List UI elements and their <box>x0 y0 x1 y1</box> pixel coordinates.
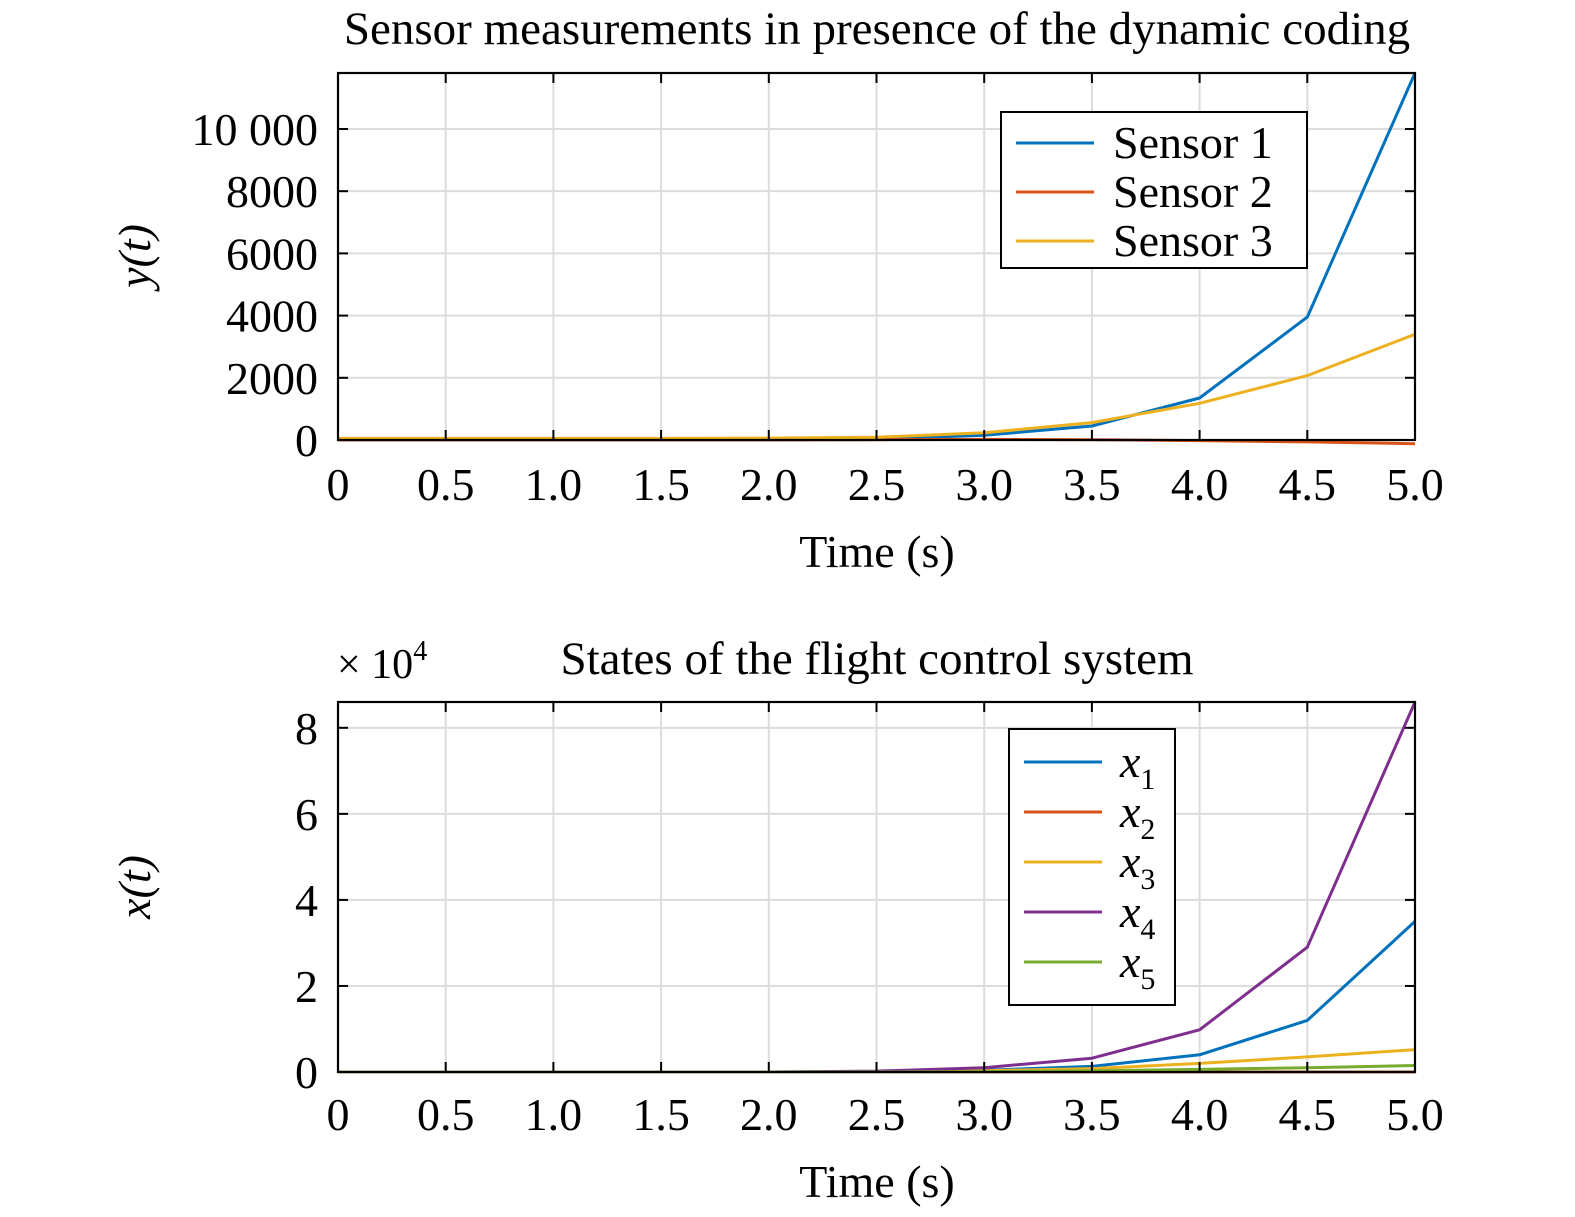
tick-marks <box>337 702 1416 1073</box>
x-tick-label: 5.0 <box>1386 459 1444 510</box>
legend-frame <box>1008 728 1176 1006</box>
legend-label: x1 <box>1119 736 1155 796</box>
x-tick-label: 3.5 <box>1063 1089 1121 1140</box>
y-tick-labels: 0 2000 4000 6000 8000 10 000 <box>192 104 319 466</box>
x-tick-label: 4.0 <box>1171 1089 1229 1140</box>
x-axis-label: Time (s) <box>799 1156 955 1207</box>
x-tick-label: 2.0 <box>740 459 798 510</box>
y-multiplier: × 104 <box>337 636 427 688</box>
y-axis-label: x(t) <box>109 855 160 920</box>
legend-label: x4 <box>1119 886 1155 946</box>
x-tick-label: 5.0 <box>1386 1089 1444 1140</box>
y-axis-label: y(t) <box>109 224 160 292</box>
x-tick-label: 1.5 <box>632 1089 690 1140</box>
chart-sensor-measurements: Sensor measurements in presence of the d… <box>109 3 1444 577</box>
chart-flight-states: States of the flight control system × 10… <box>109 633 1444 1207</box>
y-tick-label: 8000 <box>226 166 318 217</box>
x-tick-label: 0.5 <box>417 1089 475 1140</box>
legend-label: x5 <box>1119 936 1155 996</box>
legend-label: Sensor 1 <box>1113 117 1273 168</box>
svg-text:x(t): x(t) <box>109 855 160 920</box>
x-tick-labels: 0 0.5 1.0 1.5 2.0 2.5 3.0 3.5 4.0 4.5 5.0 <box>327 459 1444 510</box>
x-tick-label: 2.5 <box>848 459 906 510</box>
y-tick-label: 2 <box>295 961 318 1012</box>
legend-label: Sensor 2 <box>1113 166 1273 217</box>
x-tick-label: 4.5 <box>1279 1089 1337 1140</box>
grid-lines <box>338 702 1415 1072</box>
legend-label: x2 <box>1119 786 1155 846</box>
x-tick-label: 1.5 <box>632 459 690 510</box>
x-tick-label: 2.0 <box>740 1089 798 1140</box>
x-tick-label: 0.5 <box>417 459 475 510</box>
x-tick-label: 4.0 <box>1171 459 1229 510</box>
y-tick-label: 10 000 <box>192 104 319 155</box>
x-tick-label: 3.5 <box>1063 459 1121 510</box>
x-tick-label: 1.0 <box>525 1089 583 1140</box>
tick-marks <box>337 73 1416 441</box>
legend-label: x3 <box>1119 836 1155 896</box>
y-tick-label: 0 <box>295 1047 318 1098</box>
x-tick-label: 0 <box>327 459 350 510</box>
svg-text:y(t): y(t) <box>109 224 160 292</box>
x-tick-labels: 0 0.5 1.0 1.5 2.0 2.5 3.0 3.5 4.0 4.5 5.0 <box>327 1089 1444 1140</box>
x-tick-label: 0 <box>327 1089 350 1140</box>
x-tick-label: 3.0 <box>955 459 1013 510</box>
y-tick-label: 4 <box>295 875 318 926</box>
y-tick-label: 4000 <box>226 291 318 342</box>
x-axis-label: Time (s) <box>799 526 955 577</box>
chart-title: States of the flight control system <box>560 633 1193 685</box>
x-tick-label: 2.5 <box>848 1089 906 1140</box>
y-tick-label: 2000 <box>226 353 318 404</box>
legend-label: Sensor 3 <box>1113 215 1273 266</box>
chart-title: Sensor measurements in presence of the d… <box>344 3 1410 55</box>
x-tick-label: 3.0 <box>955 1089 1013 1140</box>
y-tick-label: 0 <box>295 415 318 466</box>
x-tick-label: 1.0 <box>525 459 583 510</box>
y-tick-label: 8 <box>295 703 318 754</box>
x-tick-label: 4.5 <box>1279 459 1337 510</box>
y-tick-label: 6 <box>295 789 318 840</box>
y-tick-labels: 0 2 4 6 8 <box>295 703 318 1098</box>
y-tick-label: 6000 <box>226 228 318 279</box>
